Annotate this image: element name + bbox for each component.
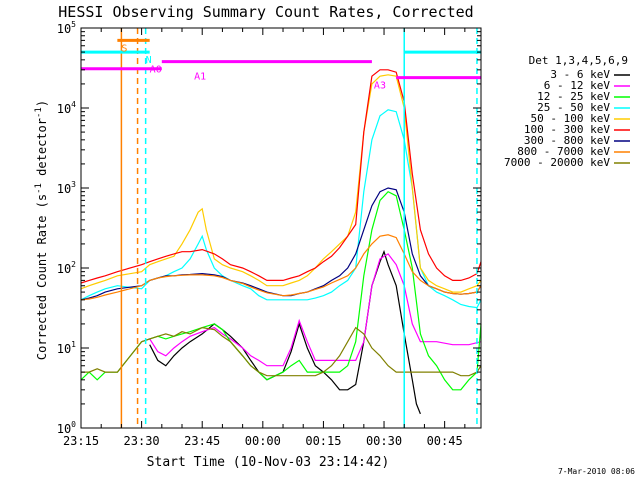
y-tick-label-6: 105 [57,20,76,36]
series-line-2 [141,253,482,367]
axes-layer: 23:15 23:30 23:45 00:00 00:15 00:30 00:4510010… [57,20,482,448]
legend-label-1: 3 - 6 keV [550,68,610,81]
attenuator-layer: S NA0 A1 A3 [81,28,481,428]
legend-label-9: 7000 - 20000 keV [504,156,610,169]
y-axis-label-main: Corrected Count Rate (s [35,194,49,360]
legend-label-6: 100 - 300 keV [524,123,610,136]
attenuator-label-2: N [146,55,152,66]
legend-label-4: 25 - 50 keV [537,101,610,114]
legend-label-7: 300 - 800 keV [524,134,610,147]
series-line-4 [80,109,482,309]
y-axis-label-mid: detector [35,118,49,183]
y-tick-label-4: 103 [57,180,76,196]
attenuator-label-4: A1 [194,72,206,83]
series-line-6 [80,69,482,284]
series-line-7 [80,187,482,301]
x-tick-label-6: 00:30 [366,434,402,448]
y-axis-label-sup2: -1 [34,107,44,118]
series-line-5 [80,74,482,293]
footer-timestamp: 7-Mar-2010 08:06 [558,467,635,476]
x-tick-label-4: 00:00 [245,434,281,448]
chart-title: HESSI Observing Summary Count Rates, Cor… [58,3,473,21]
attenuator-label-5: A3 [374,81,386,92]
x-tick-label-3: 23:45 [184,434,220,448]
series-line-9 [81,326,482,377]
attenuator-label-3: A0 [150,65,162,76]
y-tick-label-5: 104 [57,100,76,116]
x-tick-label-7: 00:45 [427,434,463,448]
legend-label-8: 800 - 7000 keV [517,145,610,158]
legend-label-5: 50 - 100 keV [531,112,611,125]
plot-frame [80,27,482,429]
x-axis-label: Start Time (10-Nov-03 23:14:42) [147,455,390,470]
series-line-1 [149,249,421,415]
y-tick-label-2: 101 [57,340,76,356]
legend-label-2: 6 - 12 keV [544,79,611,92]
x-tick-label-1: 23:15 [63,434,99,448]
legend-label-3: 12 - 25 keV [537,90,610,103]
legend-title: Det 1,3,4,5,6,9 [529,54,628,67]
series-line-8 [80,234,482,301]
y-axis-label-end: ) [35,100,49,107]
series-layer [80,69,482,415]
series-line-3 [80,190,482,391]
y-axis-label: Corrected Count Rate (s-1 detector-1) [34,100,49,360]
attenuator-label-1: S [121,43,127,54]
y-axis-label-sup1: -1 [34,183,44,194]
x-tick-label-2: 23:30 [124,434,160,448]
x-tick-label-5: 00:15 [305,434,341,448]
y-tick-label-3: 102 [57,260,76,276]
